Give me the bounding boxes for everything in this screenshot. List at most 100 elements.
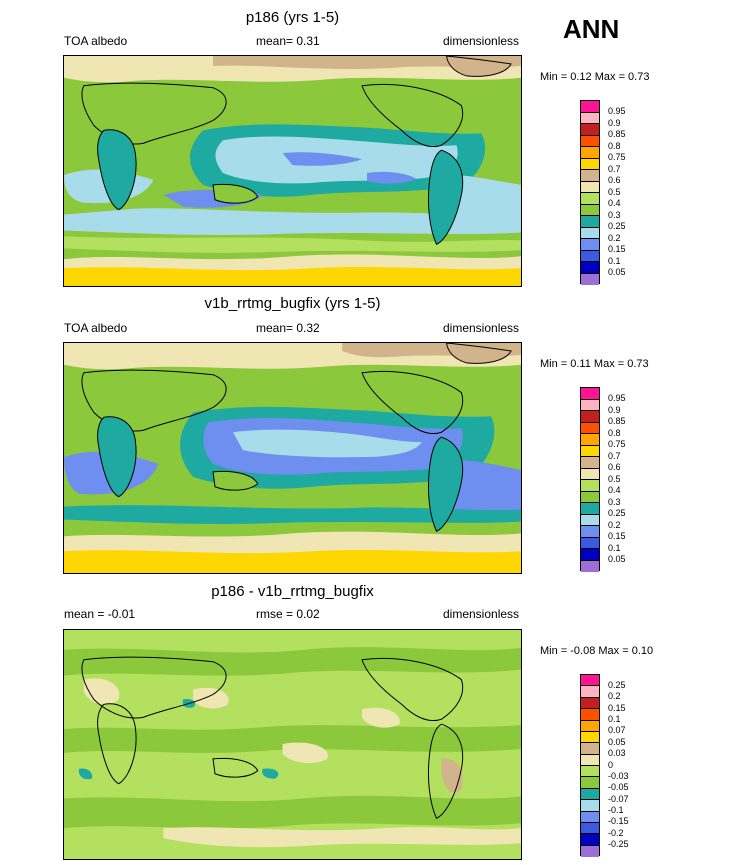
colorbar-cell [581,181,599,193]
colorbar-cell [581,754,599,766]
colorbar-label: -0.1 [608,805,624,815]
colorbar-cell [581,170,599,182]
panel-1-map [63,55,522,287]
colorbar-cell [581,193,599,205]
colorbar-label: -0.25 [608,839,629,850]
colorbar-cell [581,491,599,503]
colorbar-cell [581,514,599,526]
colorbar-cell [581,204,599,216]
colorbar-cell [581,811,599,823]
panel-3-minmax: Min = -0.08 Max = 0.10 [540,645,654,657]
colorbar-cell [581,777,599,789]
colorbar-label: 0.9 [608,117,621,128]
colorbar-label: 0.15 [608,702,626,713]
colorbar-cell [581,822,599,835]
panel-2-minmax: Min = 0.11 Max = 0.73 [540,358,649,370]
colorbar-cell [581,526,599,538]
colorbar-cell [581,503,599,515]
colorbar-label: 0.7 [608,163,621,174]
colorbar-label: 0.7 [608,450,621,461]
panel-1-colorbar [580,100,600,285]
colorbar-label: 0.9 [608,404,621,415]
colorbar-label: 0.6 [608,462,621,472]
panel-3-colorbar [580,674,600,857]
colorbar-label: 0.2 [608,519,621,530]
panel-1-mean-label: mean= 0.31 [256,34,320,48]
colorbar-cell [581,399,599,411]
panel-1-variable-label: TOA albedo [64,34,128,48]
panel-2-units-label: dimensionless [443,321,520,335]
panel-3-rmse-label: rmse = 0.02 [256,607,320,621]
colorbar-label: -0.2 [608,827,624,838]
colorbar-cell [581,124,599,136]
colorbar-cell [581,262,599,274]
panel-1-minmax: Min = 0.12 Max = 0.73 [540,71,650,83]
colorbar-cell [581,158,599,170]
colorbar-label: 0 [608,759,614,770]
colorbar-label: 0.25 [608,221,626,231]
colorbar-label: 0.05 [608,736,626,747]
colorbar-cell [581,743,599,755]
colorbar-label: -0.05 [608,782,629,793]
colorbar-cell [581,834,599,846]
colorbar-cell [581,147,599,159]
colorbar-label: 0.1 [608,542,621,553]
colorbar-cell [581,720,599,732]
colorbar-label: 0.1 [608,255,621,266]
colorbar-label: -0.07 [608,793,629,804]
colorbar-label: 0.95 [608,393,626,403]
colorbar-cell [581,560,599,572]
colorbar-cell [581,101,599,113]
colorbar-label: 0.5 [608,473,621,484]
panel-2-mean-label: mean= 0.32 [256,321,320,335]
colorbar-cell [581,273,599,285]
colorbar-cell [581,135,599,147]
colorbar-label: 0.25 [608,508,626,518]
colorbar-label: 0.4 [608,485,621,495]
colorbar-label: 0.85 [608,416,626,426]
colorbar-label: 0.85 [608,129,626,139]
colorbar-cell [581,216,599,228]
colorbar-label: 0.4 [608,198,621,208]
colorbar-cell [581,112,599,124]
colorbar-cell [581,537,599,549]
panel-3-mean-label: mean = -0.01 [64,607,136,621]
colorbar-cell [581,445,599,457]
colorbar-cell [581,480,599,492]
colorbar-cell [581,250,599,262]
colorbar-cell [581,411,599,423]
colorbar-cell [581,549,599,561]
colorbar-label: 0.95 [608,106,626,116]
colorbar-label: 0.15 [608,244,626,254]
colorbar-cell [581,239,599,251]
colorbar-label: 0.3 [608,496,621,507]
colorbar-label: 0.75 [608,152,626,162]
colorbar-label: 0.1 [608,714,621,724]
colorbar-cell [581,766,599,778]
colorbar-label: 0.2 [608,232,621,243]
colorbar-label: 0.6 [608,175,621,185]
panel-2-title: v1b_rrtmg_bugfix (yrs 1-5) [204,295,381,312]
colorbar-label: 0.2 [608,691,621,702]
colorbar-label: 0.25 [608,679,626,690]
colorbar-cell [581,227,599,239]
colorbar-cell [581,457,599,469]
colorbar-cell [581,709,599,721]
colorbar-label: 0.8 [608,140,621,151]
colorbar-cell [581,388,599,400]
panel-2-colorbar [580,387,600,572]
colorbar-label: -0.03 [608,770,629,781]
colorbar-label: 0.05 [608,267,626,277]
colorbar-label: 0.3 [608,209,621,220]
panel-3-map [63,629,522,860]
panel-1-title: p186 (yrs 1-5) [245,9,340,26]
colorbar-cell [581,686,599,698]
colorbar-cell [581,800,599,812]
colorbar-cell [581,675,599,687]
colorbar-label: 0.03 [608,748,626,759]
colorbar-cell [581,845,599,857]
colorbar-label: 0.15 [608,531,626,541]
panel-3-title: p186 - v1b_rrtmg_bugfix [211,583,374,600]
colorbar-cell [581,788,599,801]
colorbar-label: 0.8 [608,427,621,438]
